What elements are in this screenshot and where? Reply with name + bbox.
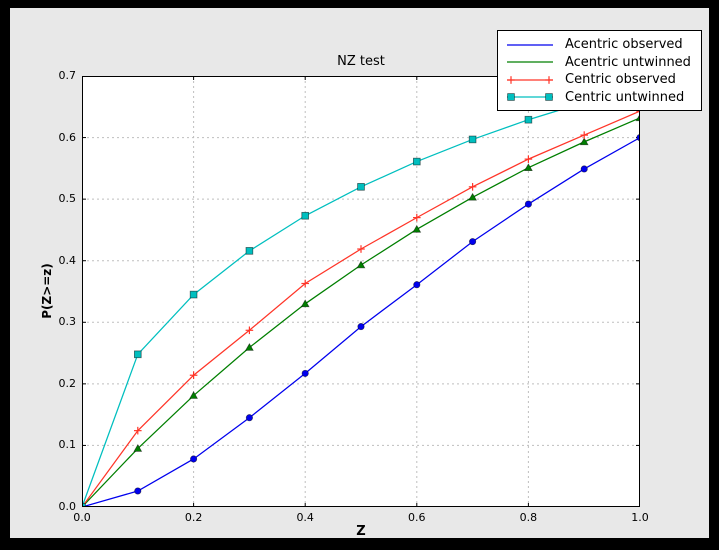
- square-marker-icon: [82, 503, 86, 507]
- triangle-marker-icon: [468, 192, 478, 201]
- y-tick-label: 0.0: [58, 500, 77, 513]
- square-marker-icon: [545, 93, 553, 102]
- series-line: [82, 110, 640, 507]
- circle-marker-icon: [413, 281, 421, 289]
- figure: NZ test Z P(Z>=z) 0.0 0.2 0.4 0.6 0.8 1.0 0.0…: [10, 8, 709, 539]
- chart-title: NZ test: [337, 54, 385, 69]
- legend-label: Acentric untwinned: [565, 54, 691, 70]
- triangle-marker-icon: [523, 163, 533, 171]
- legend-label: Centric observed: [565, 72, 676, 88]
- triangle-marker-icon: [133, 443, 143, 452]
- x-tick-label: 0.2: [184, 511, 203, 524]
- legend-item: Acentric observed: [504, 36, 695, 53]
- circle-marker-icon: [524, 200, 532, 208]
- y-tick-label: 0.7: [58, 69, 77, 82]
- legend-sample-acentric-observed: [507, 43, 553, 46]
- circle-marker-icon: [134, 487, 142, 495]
- x-tick-label: 0.6: [408, 511, 426, 524]
- y-axis-label: P(Z>=z): [40, 263, 54, 319]
- legend-sample-centric-observed: [507, 76, 553, 84]
- series-centric-observed: [82, 107, 640, 507]
- series-acentric-untwinned: [82, 113, 640, 507]
- legend-sample-centric-untwinned: [507, 93, 553, 102]
- series-line: [82, 85, 640, 507]
- legend-item: Centric observed: [504, 71, 695, 88]
- square-marker-icon: [507, 93, 515, 102]
- legend-label: Centric untwinned: [565, 89, 685, 105]
- square-marker-icon: [468, 135, 477, 144]
- y-tick-label: 0.3: [58, 315, 77, 329]
- y-tick-label: 0.2: [58, 376, 77, 390]
- square-marker-icon: [357, 183, 365, 191]
- triangle-marker-icon: [356, 260, 366, 269]
- legend-sample-acentric-untwinned: [507, 61, 553, 63]
- triangle-marker-icon: [579, 137, 589, 146]
- plot-svg: [82, 76, 640, 507]
- series-acentric-observed: [82, 134, 640, 507]
- x-tick-label: 0.0: [73, 511, 91, 524]
- circle-marker-icon: [357, 323, 365, 331]
- triangle-marker-icon: [412, 224, 422, 233]
- y-tick-label: 0.4: [58, 253, 77, 267]
- square-marker-icon: [189, 290, 198, 299]
- plot-area: [82, 76, 640, 507]
- y-tick-label: 0.1: [58, 438, 77, 452]
- square-marker-icon: [134, 350, 142, 359]
- legend-label: Acentric observed: [565, 37, 683, 52]
- square-marker-icon: [412, 157, 421, 166]
- circle-marker-icon: [245, 414, 253, 422]
- square-marker-icon: [524, 115, 533, 124]
- circle-marker-icon: [301, 369, 309, 377]
- y-tick-label: 0.6: [58, 130, 77, 144]
- legend-item: Acentric untwinned: [504, 54, 695, 71]
- x-tick-label: 0.8: [519, 511, 538, 524]
- circle-marker-icon: [580, 165, 588, 173]
- axes-frame: [82, 76, 640, 507]
- legend-item: Centric untwinned: [504, 89, 695, 106]
- triangle-marker-icon: [189, 391, 199, 399]
- x-axis-label: Z: [356, 524, 366, 539]
- series-line: [82, 117, 640, 507]
- x-tick-label: 0.4: [296, 511, 314, 524]
- x-tick-label: 1.0: [631, 511, 649, 524]
- legend: Acentric observed Acentric untwinned Centr…: [497, 30, 702, 111]
- circle-marker-icon: [190, 455, 198, 463]
- y-tick-label: 0.5: [58, 192, 77, 206]
- square-marker-icon: [301, 211, 310, 220]
- series-line: [82, 137, 640, 507]
- triangle-marker-icon: [300, 299, 310, 308]
- circle-marker-icon: [469, 238, 477, 246]
- triangle-marker-icon: [244, 343, 254, 351]
- square-marker-icon: [245, 247, 254, 255]
